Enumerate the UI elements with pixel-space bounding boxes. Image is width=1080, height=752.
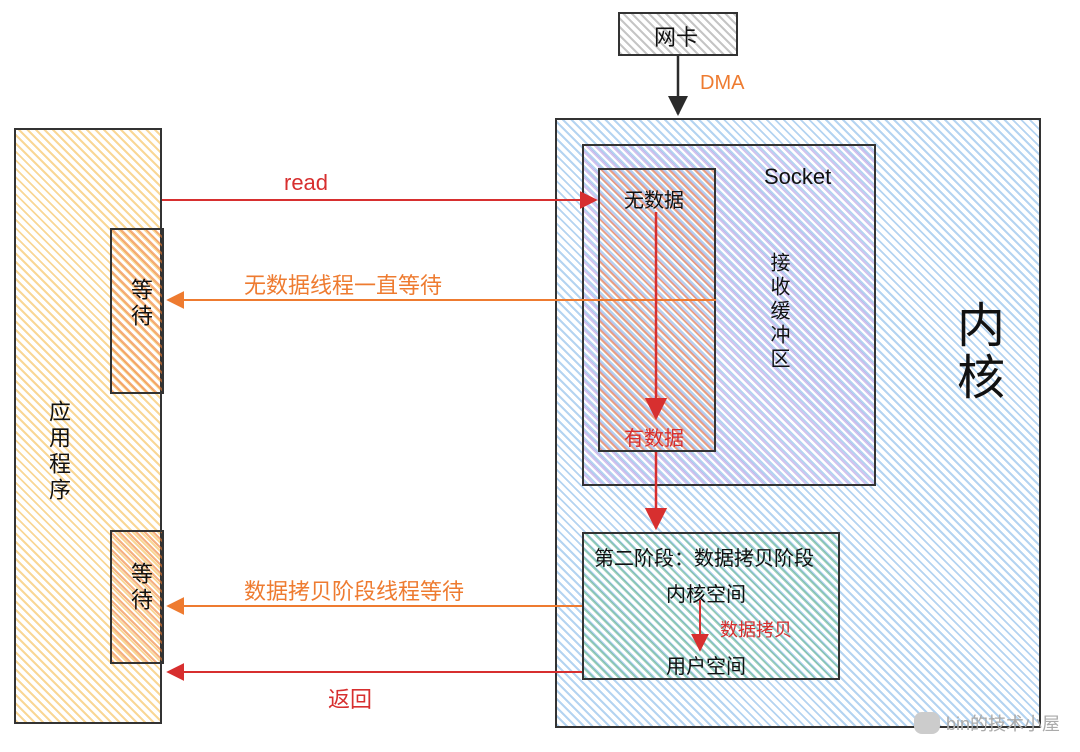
app-title: 应用程序 [42, 400, 74, 504]
socket-title: Socket [764, 164, 831, 190]
watermark: bin的技术小屋 [914, 710, 1060, 736]
buffer-side-label: 接收缓冲区 [762, 252, 794, 372]
buffer-bottom-label: 有数据 [624, 422, 684, 451]
nic-label: 网卡 [654, 20, 698, 52]
chat-bubble-icon [914, 712, 940, 734]
watermark-text: bin的技术小屋 [946, 710, 1060, 736]
read-label: read [284, 170, 328, 196]
stage2-inner-label: 数据拷贝 [720, 616, 792, 642]
stage2-line2: 内核空间 [666, 578, 746, 607]
dma-label: DMA [700, 72, 744, 95]
wait-label-2: 等待 [124, 562, 156, 614]
kernel-title: 内核 [940, 300, 1010, 404]
stage2-line1: 第二阶段：数据拷贝阶段 [594, 542, 814, 571]
return-label: 返回 [328, 682, 372, 714]
wait-label-1: 等待 [124, 278, 156, 330]
copy-wait-label: 数据拷贝阶段线程等待 [244, 574, 464, 606]
stage2-line3: 用户空间 [666, 650, 746, 679]
wait-msg-label: 无数据线程一直等待 [244, 268, 442, 300]
buffer-top-label: 无数据 [624, 184, 684, 213]
